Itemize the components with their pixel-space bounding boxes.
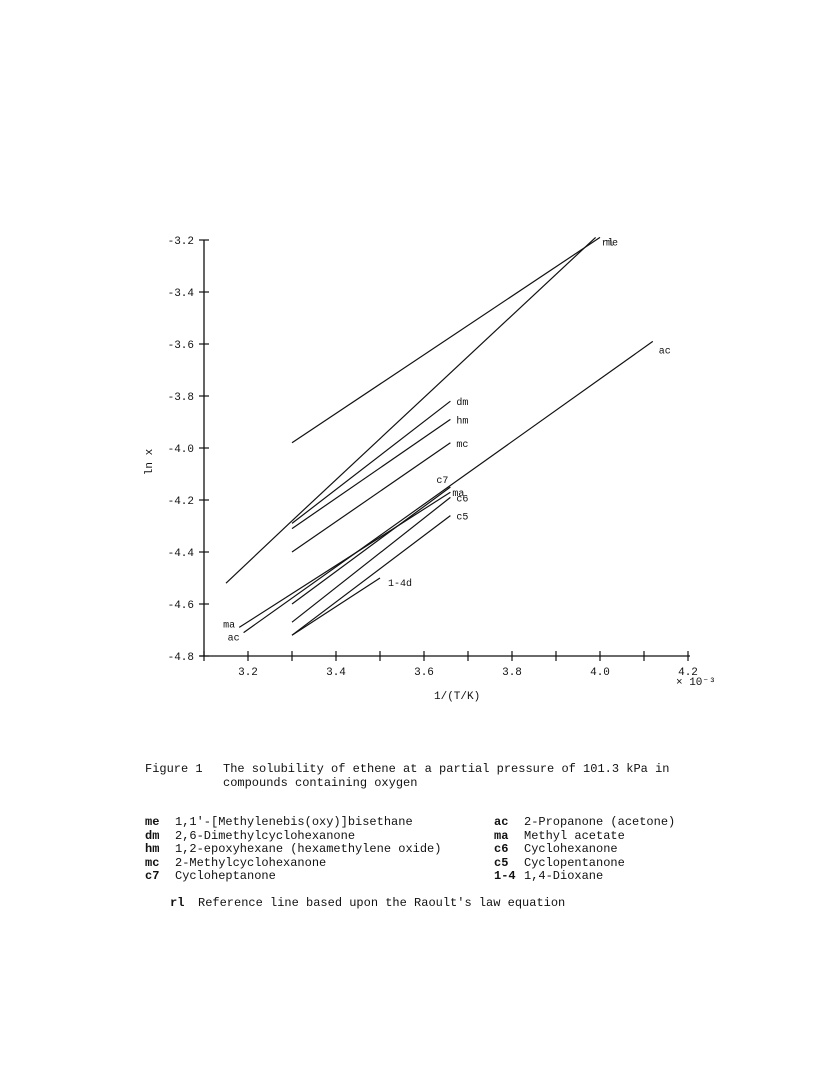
series-label: rl [602,237,614,249]
y-tick-label: -4.4 [168,548,195,560]
y-tick-label: -3.4 [168,288,195,300]
note-text: Reference line based upon the Raoult's l… [198,896,566,910]
legend-row: hm 1,2-epoxyhexane (hexamethylene oxide) [145,842,442,857]
legend-text: 2-Methylcyclohexanone [175,855,327,870]
legend-row: c6 Cyclohexanone [494,842,675,857]
x-tick-label: 4.0 [590,667,610,679]
x-tick-label: 4.2 [678,667,698,679]
legend-text: 1,4-Dioxane [524,869,604,883]
legend-abbr: me [145,815,160,829]
legend-abbr: ma [494,828,509,843]
series-label: ma [452,489,464,500]
y-tick-label: -4.6 [168,600,194,612]
series-label: c5 [456,513,468,524]
reference-line-note: rl Reference line based upon the Raoult's… [170,896,565,910]
series-line [225,520,293,584]
y-tick-label: -4.8 [168,652,194,664]
x-axis-label: 1/(T/K) [434,691,480,703]
y-tick-label: -3.2 [168,236,194,248]
legend-abbr: mc [145,855,160,870]
solubility-chart: -3.2 -3.4 -3.6 -3.8 -4.0 -4.2 -4.4 -4.6 -4.8 3.2… [144,236,716,703]
figure-caption-text: The solubility of ethene at a partial pr… [223,762,670,790]
series-line [291,418,451,530]
series-line [291,236,597,522]
legend-abbr: c5 [494,855,509,870]
legend-abbr: c7 [145,869,160,883]
x-tick-label: 3.4 [326,667,346,679]
series-label: c6 [456,494,468,505]
y-tick-label: -4.0 [168,444,194,456]
x-tick-label: 3.2 [238,667,258,679]
note-abbr: rl [170,896,185,910]
x-tick-label: 3.6 [414,667,434,679]
legend-row: ac 2-Propanone (acetone) [494,815,676,830]
legend-text: 1,1'-[Methylenebis(oxy)]bisethane [175,815,413,829]
series-line [291,400,451,524]
series-line [291,496,451,623]
series-line [291,515,451,636]
legend-text: Methyl acetate [524,828,625,843]
legend-row: ma Methyl acetate [494,828,675,844]
legend-row: 1-4 1,4-Dioxane [494,869,675,884]
series-label-start: ma [223,620,235,631]
series-label-start: ac [228,634,240,645]
series-label: c7 [436,476,448,487]
legend-text: Cycloheptanone [175,869,276,883]
series-label: dm [456,397,468,409]
legend-row: me 1,1'-[Methylenebis(oxy)]bisethane [145,815,441,830]
figure-number: Figure 1 [145,762,203,776]
y-ticks: -3.2 -3.4 -3.6 -3.8 -4.0 -4.2 -4.4 -4.6 -4.8 [168,236,209,664]
legend-row: c5 Cyclopentanone [494,855,675,871]
legend-abbr: dm [145,828,160,843]
y-tick-label: -3.8 [168,392,194,404]
legend-abbr: hm [145,842,160,856]
legend-text: 1,2-epoxyhexane (hexamethylene oxide) [175,842,442,856]
legend-abbr: 1-4 [494,869,516,883]
legend-text: Cyclopentanone [524,855,625,870]
series-label: 1-4d [388,578,412,590]
series-label: me [606,238,618,249]
legend-left: me 1,1'-[Methylenebis(oxy)]bisethane dm 2,… [145,815,442,884]
series-line [291,486,451,605]
x-tick-label: 3.8 [502,667,522,679]
legend-row: dm 2,6-Dimethylcyclohexanone [145,828,441,844]
legend-text: Cyclohexanone [524,842,618,856]
legend-right: ac 2-Propanone (acetone) ma Methyl acetate… [494,815,676,884]
series-line [238,491,451,628]
series-line [291,442,451,553]
y-axis-label: ln x [144,448,156,475]
chart-axes [200,240,690,657]
series-line [291,236,601,444]
x-ticks: 3.2 3.4 3.6 3.8 4.0 4.2 [203,651,698,679]
series-label: ac [659,346,671,357]
y-tick-label: -4.2 [168,496,194,508]
series-label: mc [456,440,468,451]
legend-text: 2-Propanone (acetone) [524,815,676,829]
figure-caption: Figure 1 The solubility of ethene at a pa… [145,762,785,790]
legend-row: mc 2-Methylcyclohexanone [145,855,441,871]
series-line [291,577,381,636]
legend-text: 2,6-Dimethylcyclohexanone [175,828,356,843]
y-tick-label: -3.6 [168,340,194,352]
series-label: hm [456,415,468,427]
legend-abbr: c6 [494,842,509,856]
legend-row: c7 Cycloheptanone [145,869,441,884]
series-line [243,340,654,634]
x-axis-multiplier: × 10⁻³ [676,677,716,689]
legend-abbr: ac [494,815,509,829]
